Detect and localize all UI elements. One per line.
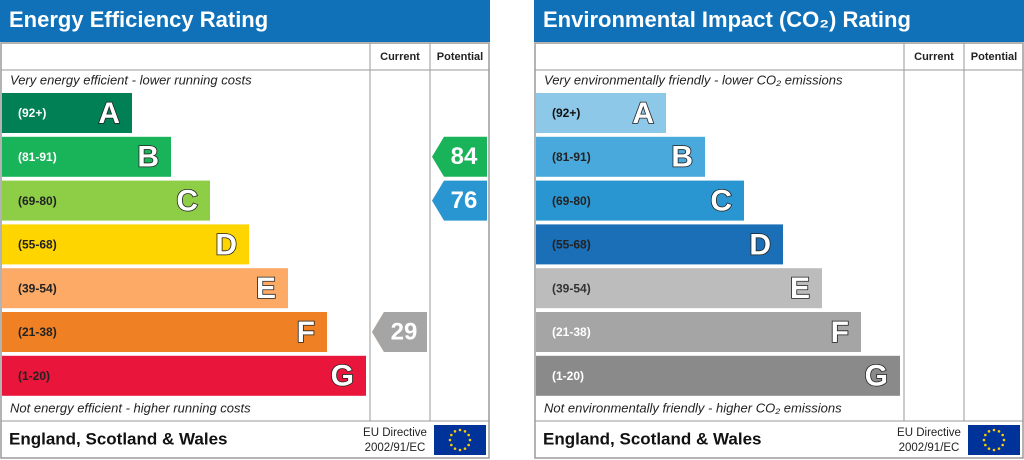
eu-star bbox=[1001, 433, 1004, 437]
eu-star bbox=[987, 430, 991, 433]
header-current: Current bbox=[914, 51, 954, 63]
eu-star bbox=[453, 430, 457, 433]
eu-star bbox=[982, 438, 986, 442]
rating-arrow bbox=[372, 312, 427, 352]
panel-title: Environmental Impact (CO₂) Rating bbox=[543, 7, 911, 32]
eu-star bbox=[984, 443, 987, 447]
band-letter: C bbox=[710, 185, 732, 218]
title-bar bbox=[0, 0, 490, 42]
rating-band bbox=[2, 355, 366, 396]
band-letter: B bbox=[137, 141, 159, 174]
band-range: (55-68) bbox=[552, 238, 591, 252]
top-note: Very environmentally friendly - lower CO… bbox=[544, 72, 843, 87]
eu-star bbox=[468, 438, 472, 442]
eu-star bbox=[1001, 443, 1004, 447]
band-range: (39-54) bbox=[552, 281, 591, 295]
rating-band bbox=[536, 93, 666, 133]
footer-directive: EU Directive bbox=[363, 427, 427, 439]
eu-star bbox=[463, 447, 467, 450]
eu-star bbox=[467, 433, 470, 437]
rating-value: 84 bbox=[451, 143, 478, 170]
rating-band bbox=[536, 136, 705, 177]
band-letter: D bbox=[749, 228, 771, 261]
band-letter: E bbox=[256, 272, 276, 305]
header-current: Current bbox=[380, 51, 420, 63]
band-range: (21-38) bbox=[552, 325, 591, 339]
band-letter: G bbox=[865, 360, 888, 393]
eu-star bbox=[463, 430, 467, 433]
eu-star bbox=[450, 443, 453, 447]
eu-star bbox=[992, 428, 996, 432]
rating-arrow bbox=[432, 136, 487, 177]
rating-band bbox=[2, 136, 171, 177]
rating-band bbox=[536, 355, 900, 396]
band-range: (81-91) bbox=[552, 150, 591, 164]
band-letter: F bbox=[297, 316, 315, 349]
eu-star bbox=[997, 430, 1001, 433]
rating-band bbox=[2, 312, 327, 352]
panel-title: Energy Efficiency Rating bbox=[9, 7, 268, 32]
eu-star bbox=[1002, 438, 1006, 442]
band-range: (39-54) bbox=[18, 281, 57, 295]
header-potential: Potential bbox=[971, 51, 1017, 63]
band-range: (81-91) bbox=[18, 150, 57, 164]
band-letter: C bbox=[176, 185, 198, 218]
eu-star bbox=[992, 448, 996, 452]
eu-star bbox=[448, 438, 452, 442]
rating-arrow bbox=[432, 180, 487, 221]
footer-region: England, Scotland & Wales bbox=[9, 429, 228, 448]
rating-band bbox=[536, 312, 861, 352]
rating-value: 29 bbox=[391, 318, 418, 345]
eu-star bbox=[467, 443, 470, 447]
rating-band bbox=[536, 180, 744, 221]
band-range: (69-80) bbox=[552, 194, 591, 208]
rating-band bbox=[2, 93, 132, 133]
eu-star bbox=[997, 447, 1001, 450]
band-letter: B bbox=[671, 141, 693, 174]
band-range: (55-68) bbox=[18, 238, 57, 252]
footer-directive: EU Directive bbox=[897, 427, 961, 439]
rating-band bbox=[2, 268, 288, 309]
eu-star bbox=[453, 447, 457, 450]
band-range: (92+) bbox=[18, 106, 46, 120]
rating-band bbox=[536, 224, 783, 265]
band-letter: A bbox=[98, 97, 120, 130]
eu-star bbox=[987, 447, 991, 450]
band-letter: F bbox=[831, 316, 849, 349]
rating-band bbox=[2, 224, 249, 265]
band-letter: E bbox=[790, 272, 810, 305]
footer-directive: 2002/91/EC bbox=[899, 442, 960, 454]
eu-star bbox=[984, 433, 987, 437]
title-bar bbox=[534, 0, 1024, 42]
header-potential: Potential bbox=[437, 51, 483, 63]
footer-directive: 2002/91/EC bbox=[365, 442, 426, 454]
band-letter: G bbox=[331, 360, 354, 393]
top-note: Very energy efficient - lower running co… bbox=[10, 72, 252, 87]
eu-star bbox=[458, 428, 462, 432]
bottom-note: Not energy efficient - higher running co… bbox=[10, 400, 251, 415]
eu-star bbox=[450, 433, 453, 437]
band-range: (1-20) bbox=[18, 369, 50, 383]
band-letter: A bbox=[632, 97, 654, 130]
rating-band bbox=[536, 268, 822, 309]
band-range: (92+) bbox=[552, 106, 580, 120]
band-letter: D bbox=[215, 228, 237, 261]
band-range: (69-80) bbox=[18, 194, 57, 208]
band-range: (1-20) bbox=[552, 369, 584, 383]
rating-band bbox=[2, 180, 210, 221]
eu-star bbox=[458, 448, 462, 452]
band-range: (21-38) bbox=[18, 325, 57, 339]
bottom-note: Not environmentally friendly - higher CO… bbox=[544, 400, 842, 415]
rating-value: 76 bbox=[451, 187, 478, 214]
footer-region: England, Scotland & Wales bbox=[543, 429, 762, 448]
